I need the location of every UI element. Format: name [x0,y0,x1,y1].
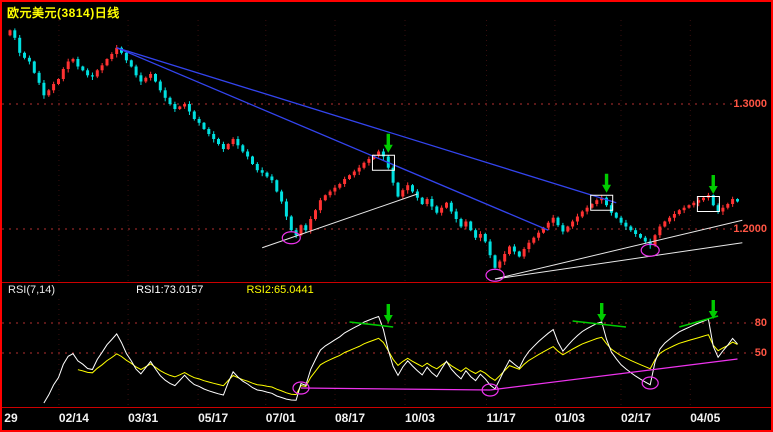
circle-annotation[interactable] [292,381,310,395]
down-arrow-icon [602,173,612,193]
magenta-trendline[interactable] [490,358,738,391]
candlestick-chart[interactable] [2,20,771,282]
time-axis-label: 01/03 [554,411,585,425]
rsi-header: RSI(7,14) RSI1:73.0157 RSI2:65.0441 [2,282,771,299]
highlight-box[interactable] [371,154,395,171]
rsi-panel[interactable]: 80 50 [2,299,771,407]
circle-annotation[interactable] [640,243,660,257]
candlesticks [8,28,739,270]
highlight-box[interactable] [590,194,614,211]
price-label-lower: 1.2000 [732,223,768,235]
circle-annotation[interactable] [281,231,301,245]
time-axis-label: 04/05 [690,411,721,425]
rsi1-value: RSI1:73.0157 [136,284,204,296]
time-axis-label: 29 [4,411,18,425]
down-arrow-icon [383,133,393,153]
blue-trendline[interactable] [116,47,549,231]
main-chart-panel[interactable]: 1.3000 1.2000 [2,20,771,282]
green-trendline[interactable] [349,321,394,328]
down-arrow-icon [708,300,718,319]
chart-title: 欧元美元(3814)日线 [7,6,120,20]
time-axis-label: 02/17 [621,411,652,425]
down-arrow-icon [383,304,393,323]
rsi-indicator-label[interactable]: RSI(7,14) [8,284,56,296]
down-arrow-icon [708,175,718,194]
magenta-trendline[interactable] [300,387,491,391]
time-axis-label: 11/17 [486,411,516,425]
time-axis-label: 07/01 [265,411,296,425]
time-axis-label: 08/17 [334,411,365,425]
time-axis-label: 02/14 [58,411,89,425]
circle-annotation[interactable] [481,383,499,397]
green-trendline[interactable] [679,315,719,328]
rsi2-line [77,334,738,396]
time-axis: 29 02/14 03/31 05/17 07/01 08/17 10/03 11/17 01/… [2,407,771,430]
price-label-upper: 1.3000 [732,98,768,110]
rsi-label-50: 50 [753,347,768,359]
rsi-label-80: 80 [753,317,768,329]
rsi1-line [43,315,738,404]
white-trendline[interactable] [494,219,743,280]
rsi-chart[interactable] [2,299,771,407]
down-arrow-icon [597,303,607,322]
blue-trendline[interactable] [116,47,617,204]
time-axis-label: 03/31 [128,411,159,425]
rsi2-value: RSI2:65.0441 [246,284,314,296]
white-trendline[interactable] [262,193,418,249]
circle-annotation[interactable] [641,376,659,390]
highlight-box[interactable] [696,196,720,212]
time-axis-label: 10/03 [404,411,435,425]
white-trendline[interactable] [494,242,743,280]
circle-annotation[interactable] [485,268,505,282]
time-axis-label: 05/17 [198,411,229,425]
green-trendline[interactable] [572,320,627,328]
